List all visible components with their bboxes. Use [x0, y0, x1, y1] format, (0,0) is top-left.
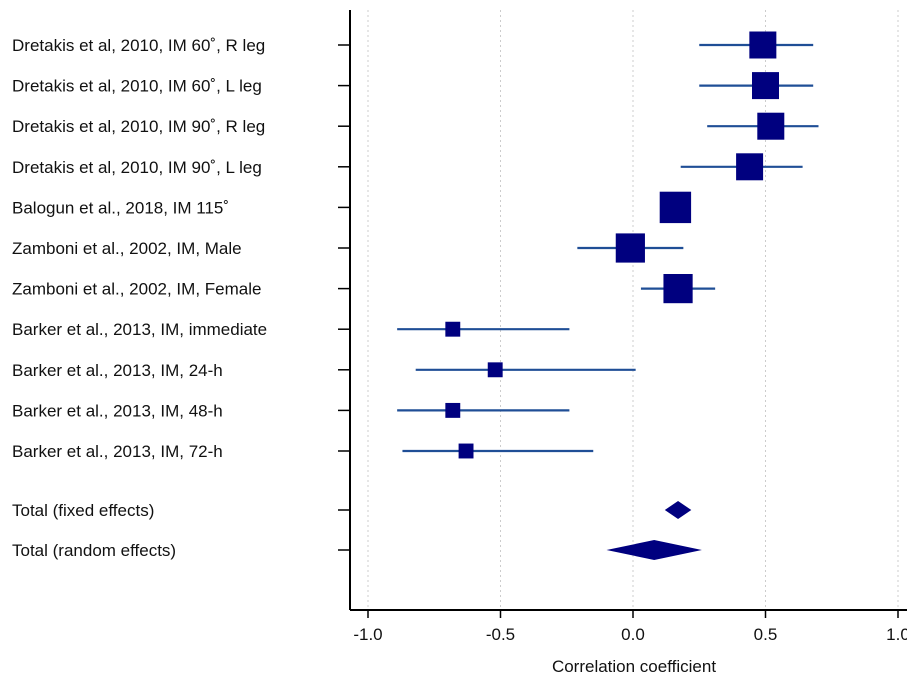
study-label: Balogun et al., 2018, IM 115˚: [12, 198, 229, 217]
x-tick-label: -0.5: [486, 625, 515, 644]
point-estimate-marker: [487, 362, 503, 378]
point-estimate-marker: [445, 402, 461, 418]
point-estimate-marker: [663, 274, 693, 304]
point-estimate-marker: [659, 191, 692, 224]
total-label: Total (fixed effects): [12, 501, 154, 520]
point-estimate-marker: [458, 443, 474, 459]
total-label: Total (random effects): [12, 541, 176, 560]
x-tick-label: 1.0: [886, 625, 907, 644]
grid-lines: [367, 10, 899, 610]
summary-diamond: [606, 540, 702, 560]
study-label: Dretakis et al, 2010, IM 60˚, L leg: [12, 77, 262, 96]
point-estimate-marker: [615, 233, 645, 263]
summary-diamond: [664, 501, 692, 519]
axes: [338, 10, 907, 611]
point-estimate-marker: [749, 31, 777, 59]
point-estimate-marker: [736, 153, 764, 181]
x-tick-label: 0.5: [754, 625, 778, 644]
study-markers: [397, 31, 819, 560]
study-labels: Dretakis et al, 2010, IM 60˚, R leg Dreta…: [12, 36, 267, 560]
point-estimate-marker: [757, 112, 785, 140]
study-label: Dretakis et al, 2010, IM 90˚, R leg: [12, 117, 265, 136]
x-ticks: -1.0 -0.5 0.0 0.5 1.0: [353, 610, 907, 644]
point-estimate-marker: [752, 72, 779, 100]
x-tick-label: -1.0: [353, 625, 382, 644]
point-estimate-marker: [445, 321, 461, 337]
study-label: Barker et al., 2013, IM, immediate: [12, 320, 267, 339]
x-axis-label: Correlation coefficient: [552, 657, 716, 676]
study-label: Zamboni et al., 2002, IM, Female: [12, 280, 261, 299]
study-label: Dretakis et al, 2010, IM 90˚, L leg: [12, 158, 262, 177]
study-label: Barker et al., 2013, IM, 24-h: [12, 361, 223, 380]
study-label: Barker et al., 2013, IM, 48-h: [12, 401, 223, 420]
x-tick-label: 0.0: [621, 625, 645, 644]
study-label: Dretakis et al, 2010, IM 60˚, R leg: [12, 36, 265, 55]
study-label: Barker et al., 2013, IM, 72-h: [12, 442, 223, 461]
study-label: Zamboni et al., 2002, IM, Male: [12, 239, 242, 258]
